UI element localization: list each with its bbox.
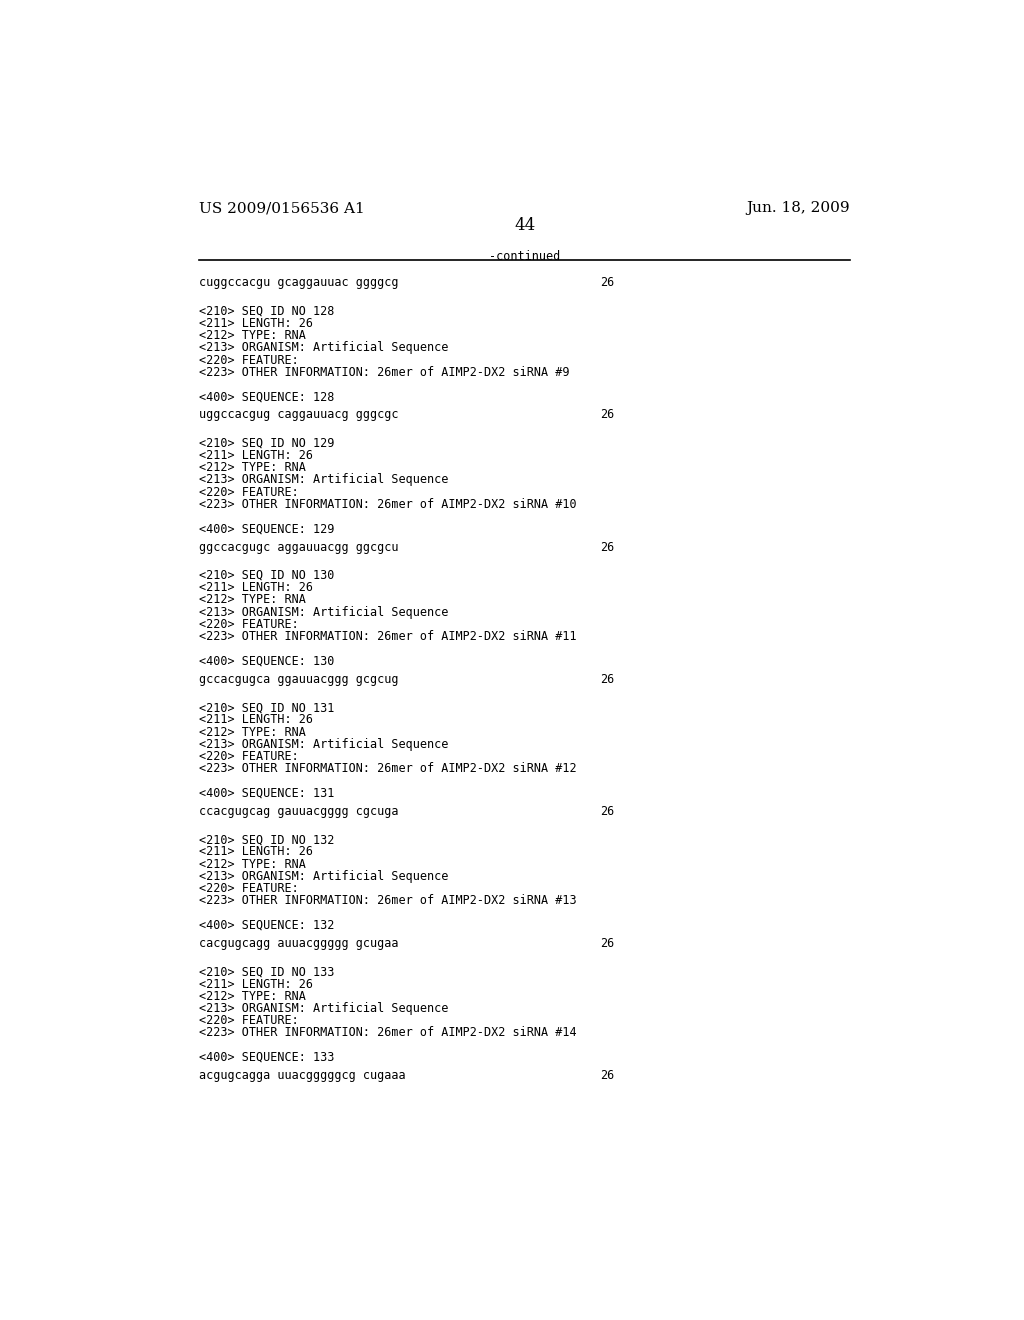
Text: <400> SEQUENCE: 131: <400> SEQUENCE: 131 [200,787,335,800]
Text: <400> SEQUENCE: 130: <400> SEQUENCE: 130 [200,655,335,668]
Text: <211> LENGTH: 26: <211> LENGTH: 26 [200,581,313,594]
Text: acgugcagga uuacgggggcg cugaaa: acgugcagga uuacgggggcg cugaaa [200,1069,407,1082]
Text: <400> SEQUENCE: 129: <400> SEQUENCE: 129 [200,523,335,536]
Text: <223> OTHER INFORMATION: 26mer of AIMP2-DX2 siRNA #12: <223> OTHER INFORMATION: 26mer of AIMP2-… [200,762,578,775]
Text: 26: 26 [600,541,614,553]
Text: <211> LENGTH: 26: <211> LENGTH: 26 [200,978,313,990]
Text: <213> ORGANISM: Artificial Sequence: <213> ORGANISM: Artificial Sequence [200,738,449,751]
Text: <223> OTHER INFORMATION: 26mer of AIMP2-DX2 siRNA #9: <223> OTHER INFORMATION: 26mer of AIMP2-… [200,366,570,379]
Text: <210> SEQ ID NO 131: <210> SEQ ID NO 131 [200,701,335,714]
Text: cacgugcagg auuacggggg gcugaa: cacgugcagg auuacggggg gcugaa [200,937,399,950]
Text: <212> TYPE: RNA: <212> TYPE: RNA [200,329,306,342]
Text: <220> FEATURE:: <220> FEATURE: [200,354,299,367]
Text: 26: 26 [600,805,614,818]
Text: <213> ORGANISM: Artificial Sequence: <213> ORGANISM: Artificial Sequence [200,342,449,354]
Text: <220> FEATURE:: <220> FEATURE: [200,750,299,763]
Text: 26: 26 [600,408,614,421]
Text: 44: 44 [514,218,536,235]
Text: <220> FEATURE:: <220> FEATURE: [200,1014,299,1027]
Text: <220> FEATURE:: <220> FEATURE: [200,618,299,631]
Text: ggccacgugc aggauuacgg ggcgcu: ggccacgugc aggauuacgg ggcgcu [200,541,399,553]
Text: 26: 26 [600,673,614,685]
Text: Jun. 18, 2009: Jun. 18, 2009 [746,201,850,215]
Text: <400> SEQUENCE: 132: <400> SEQUENCE: 132 [200,919,335,932]
Text: cuggccacgu gcaggauuac ggggcg: cuggccacgu gcaggauuac ggggcg [200,276,399,289]
Text: <210> SEQ ID NO 128: <210> SEQ ID NO 128 [200,305,335,318]
Text: <400> SEQUENCE: 133: <400> SEQUENCE: 133 [200,1051,335,1064]
Text: <210> SEQ ID NO 129: <210> SEQ ID NO 129 [200,437,335,450]
Text: <223> OTHER INFORMATION: 26mer of AIMP2-DX2 siRNA #10: <223> OTHER INFORMATION: 26mer of AIMP2-… [200,498,578,511]
Text: gccacgugca ggauuacggg gcgcug: gccacgugca ggauuacggg gcgcug [200,673,399,685]
Text: 26: 26 [600,276,614,289]
Text: <213> ORGANISM: Artificial Sequence: <213> ORGANISM: Artificial Sequence [200,870,449,883]
Text: <211> LENGTH: 26: <211> LENGTH: 26 [200,317,313,330]
Text: uggccacgug caggauuacg gggcgc: uggccacgug caggauuacg gggcgc [200,408,399,421]
Text: <212> TYPE: RNA: <212> TYPE: RNA [200,990,306,1003]
Text: <212> TYPE: RNA: <212> TYPE: RNA [200,594,306,606]
Text: <211> LENGTH: 26: <211> LENGTH: 26 [200,713,313,726]
Text: <223> OTHER INFORMATION: 26mer of AIMP2-DX2 siRNA #13: <223> OTHER INFORMATION: 26mer of AIMP2-… [200,894,578,907]
Text: 26: 26 [600,1069,614,1082]
Text: ccacgugcag gauuacgggg cgcuga: ccacgugcag gauuacgggg cgcuga [200,805,399,818]
Text: <213> ORGANISM: Artificial Sequence: <213> ORGANISM: Artificial Sequence [200,1002,449,1015]
Text: <213> ORGANISM: Artificial Sequence: <213> ORGANISM: Artificial Sequence [200,474,449,487]
Text: -continued: -continued [489,249,560,263]
Text: <212> TYPE: RNA: <212> TYPE: RNA [200,726,306,739]
Text: <210> SEQ ID NO 132: <210> SEQ ID NO 132 [200,833,335,846]
Text: <400> SEQUENCE: 128: <400> SEQUENCE: 128 [200,391,335,403]
Text: <223> OTHER INFORMATION: 26mer of AIMP2-DX2 siRNA #14: <223> OTHER INFORMATION: 26mer of AIMP2-… [200,1027,578,1039]
Text: <213> ORGANISM: Artificial Sequence: <213> ORGANISM: Artificial Sequence [200,606,449,619]
Text: <220> FEATURE:: <220> FEATURE: [200,486,299,499]
Text: 26: 26 [600,937,614,950]
Text: <220> FEATURE:: <220> FEATURE: [200,882,299,895]
Text: <211> LENGTH: 26: <211> LENGTH: 26 [200,449,313,462]
Text: US 2009/0156536 A1: US 2009/0156536 A1 [200,201,366,215]
Text: <211> LENGTH: 26: <211> LENGTH: 26 [200,846,313,858]
Text: <210> SEQ ID NO 133: <210> SEQ ID NO 133 [200,965,335,978]
Text: <210> SEQ ID NO 130: <210> SEQ ID NO 130 [200,569,335,582]
Text: <212> TYPE: RNA: <212> TYPE: RNA [200,461,306,474]
Text: <212> TYPE: RNA: <212> TYPE: RNA [200,858,306,871]
Text: <223> OTHER INFORMATION: 26mer of AIMP2-DX2 siRNA #11: <223> OTHER INFORMATION: 26mer of AIMP2-… [200,630,578,643]
